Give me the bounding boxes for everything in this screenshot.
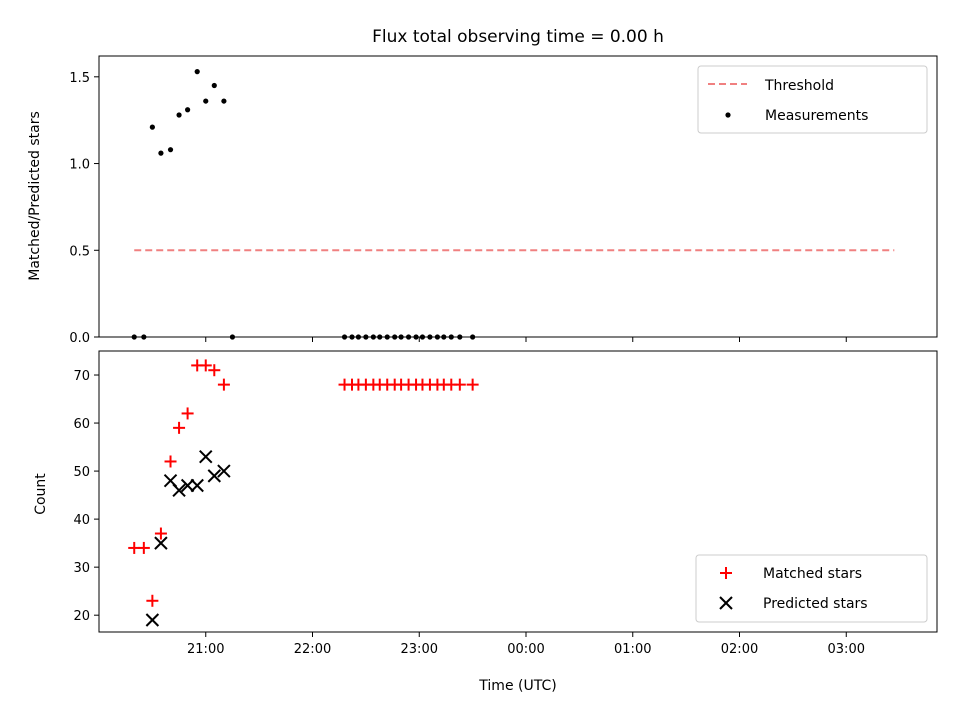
y-tick-label: 0.5: [69, 244, 90, 259]
x-axis-label: Time (UTC): [478, 678, 556, 694]
predicted-star-point: [190, 478, 204, 493]
matched-star-point: [181, 407, 194, 420]
top-panel: 0.0 0.5 1.0 1.5 Matched/Predicted stars Thr…: [27, 55, 938, 346]
x-tick-label: 02:00: [721, 642, 758, 657]
y-tick-label: 50: [73, 465, 90, 480]
predicted-star-point: [154, 536, 168, 550]
bottom-y-axis: 20 30 40 50 60 70: [73, 369, 99, 624]
measurement-point: [176, 112, 182, 118]
x-tick-label: 01:00: [614, 642, 651, 657]
top-legend-frame: [697, 65, 928, 134]
x-tick-label: 22:00: [294, 642, 331, 657]
y-tick-label: 1.0: [69, 158, 90, 173]
bottom-plot-area: [128, 359, 479, 627]
x-tick-label: 03:00: [828, 642, 865, 657]
x-tick-label: 21:00: [187, 642, 224, 657]
matched-star-point: [453, 378, 466, 391]
predicted-star-point: [172, 483, 186, 498]
legend-predicted-label: Predicted stars: [763, 596, 868, 612]
measurement-point: [203, 98, 209, 104]
legend-threshold-label: Threshold: [764, 78, 834, 94]
matched-star-point: [208, 364, 221, 377]
y-tick-label: 60: [73, 417, 90, 432]
matched-star-point: [199, 359, 212, 372]
x-tick-label: 00:00: [507, 642, 544, 657]
matched-star-point: [137, 541, 150, 554]
legend-measurements-swatch: [725, 112, 731, 118]
predicted-star-point: [199, 449, 213, 464]
top-y-axis-label: Matched/Predicted stars: [27, 111, 43, 281]
y-tick-label: 40: [73, 513, 90, 528]
measurement-point: [221, 98, 227, 104]
top-axes-frame: [98, 55, 938, 338]
matched-star-point: [217, 378, 230, 391]
predicted-star-point: [145, 613, 160, 627]
bottom-legend-frame: [695, 554, 928, 623]
measurement-point: [158, 150, 164, 156]
predicted-star-point: [207, 469, 221, 483]
legend-predicted-swatch: [719, 596, 733, 610]
x-tick-label: 23:00: [401, 642, 438, 657]
bottom-axes-frame: [98, 350, 938, 633]
measurement-point: [167, 147, 174, 153]
bottom-x-axis: 21:00 22:00 23:00 00:00 01:00 02:00 03:00: [187, 632, 865, 657]
bottom-y-axis-label: Count: [33, 473, 49, 515]
predicted-star-point: [180, 478, 195, 493]
matched-star-point: [154, 527, 167, 540]
legend-measurements-label: Measurements: [765, 108, 868, 124]
bottom-panel: 20 30 40 50 60 70 21:00 22:00 23:00 00:00 01:00 02…: [33, 350, 938, 694]
legend-matched-label: Matched stars: [763, 566, 862, 582]
y-tick-label: 0.0: [69, 331, 90, 346]
top-legend: Threshold Measurements: [697, 65, 928, 134]
top-x-axis: [205, 337, 847, 342]
y-tick-label: 70: [73, 369, 90, 384]
chart-title: Flux total observing time = 0.00 h: [372, 27, 664, 47]
matched-star-point: [164, 455, 177, 468]
measurement-point: [149, 124, 155, 130]
y-tick-label: 1.5: [69, 71, 90, 86]
matched-star-point: [173, 421, 186, 434]
measurement-point: [194, 69, 200, 75]
measurement-point: [185, 107, 191, 113]
bottom-legend: Matched stars Predicted stars: [695, 554, 928, 623]
y-tick-label: 20: [73, 609, 90, 624]
top-y-axis: 0.0 0.5 1.0 1.5: [69, 71, 99, 346]
measurement-point: [211, 82, 217, 89]
matched-star-point: [466, 378, 479, 391]
legend-matched-swatch: [720, 567, 732, 579]
matched-star-point: [146, 594, 159, 607]
y-tick-label: 30: [73, 561, 90, 576]
predicted-star-point: [217, 464, 231, 478]
